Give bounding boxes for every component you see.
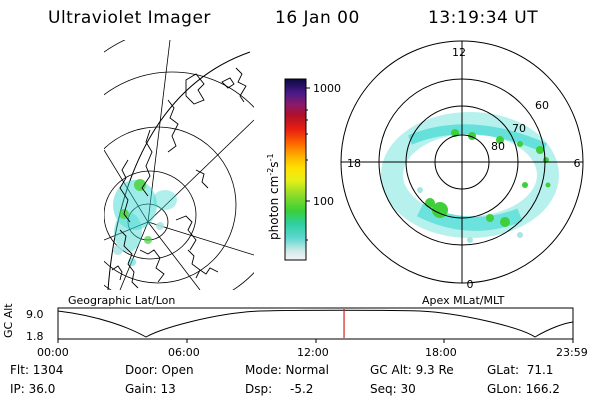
status-mode: Mode: Normal [245, 363, 329, 377]
status-door: Door: Open [125, 363, 194, 377]
mlat-label-80: 80 [491, 140, 505, 153]
altitude-ytick-bottom: 1.8 [26, 330, 44, 343]
mlt-label-18: 18 [347, 157, 361, 170]
altitude-xticks [57, 339, 574, 343]
polar-plot: 12 18 6 0 60 70 80 [340, 40, 584, 291]
mlt-label-12: 12 [452, 46, 466, 59]
longitude-lines [104, 40, 254, 290]
header-time: 13:19:34 UT [428, 8, 539, 28]
colorbar-units: photon cm-2s-1 [266, 153, 281, 240]
colorbar-label-100: 100 [313, 195, 334, 208]
altitude-curve [57, 309, 574, 338]
altitude-plot: GC Alt 9.0 1.8 00:00 06:00 12:00 18:00 2… [2, 303, 588, 359]
right-panel-caption: Apex MLat/MLT [422, 294, 505, 307]
xtick-label-1800: 18:00 [425, 346, 457, 359]
colorbar-label-1000: 1000 [313, 82, 341, 95]
altitude-ytick-top: 9.0 [26, 308, 44, 321]
status-glat: GLat: 71.1 [487, 363, 554, 377]
status-flt: Flt: 1304 [10, 363, 64, 377]
geographic-map [104, 40, 254, 290]
status-dsp: Dsp: [245, 382, 273, 396]
mlt-label-6: 6 [574, 157, 581, 170]
colorbar-scale [284, 78, 307, 261]
xtick-label-2359: 23:59 [556, 346, 588, 359]
colorbar: 1000 100 photon cm-2s-1 [266, 78, 341, 261]
xtick-label-1200: 12:00 [297, 346, 329, 359]
latitude-circles [104, 40, 254, 290]
status-gc-alt: GC Alt: 9.3 Re [370, 363, 454, 377]
mlt-axes [341, 41, 583, 283]
mlat-label-70: 70 [512, 122, 526, 135]
instrument-title: Ultraviolet Imager [48, 8, 211, 28]
coastlines [111, 67, 247, 289]
status-dsp-value: -5.2 [290, 382, 314, 396]
status-glon: GLon: 166.2 [487, 382, 560, 396]
status-seq: Seq: 30 [370, 382, 416, 396]
aurora-emission-left [113, 179, 177, 266]
status-ip: IP: 36.0 [10, 382, 56, 396]
xtick-label-0000: 00:00 [37, 346, 69, 359]
left-panel-caption: Geographic Lat/Lon [68, 294, 175, 307]
aurora-emission-right [381, 112, 559, 243]
mlt-label-0: 0 [467, 278, 474, 291]
status-gain: Gain: 13 [125, 382, 176, 396]
xtick-label-0600: 06:00 [168, 346, 200, 359]
mlat-label-60: 60 [535, 99, 549, 112]
header-date: 16 Jan 00 [275, 8, 360, 28]
altitude-ylabel: GC Alt [2, 303, 15, 338]
